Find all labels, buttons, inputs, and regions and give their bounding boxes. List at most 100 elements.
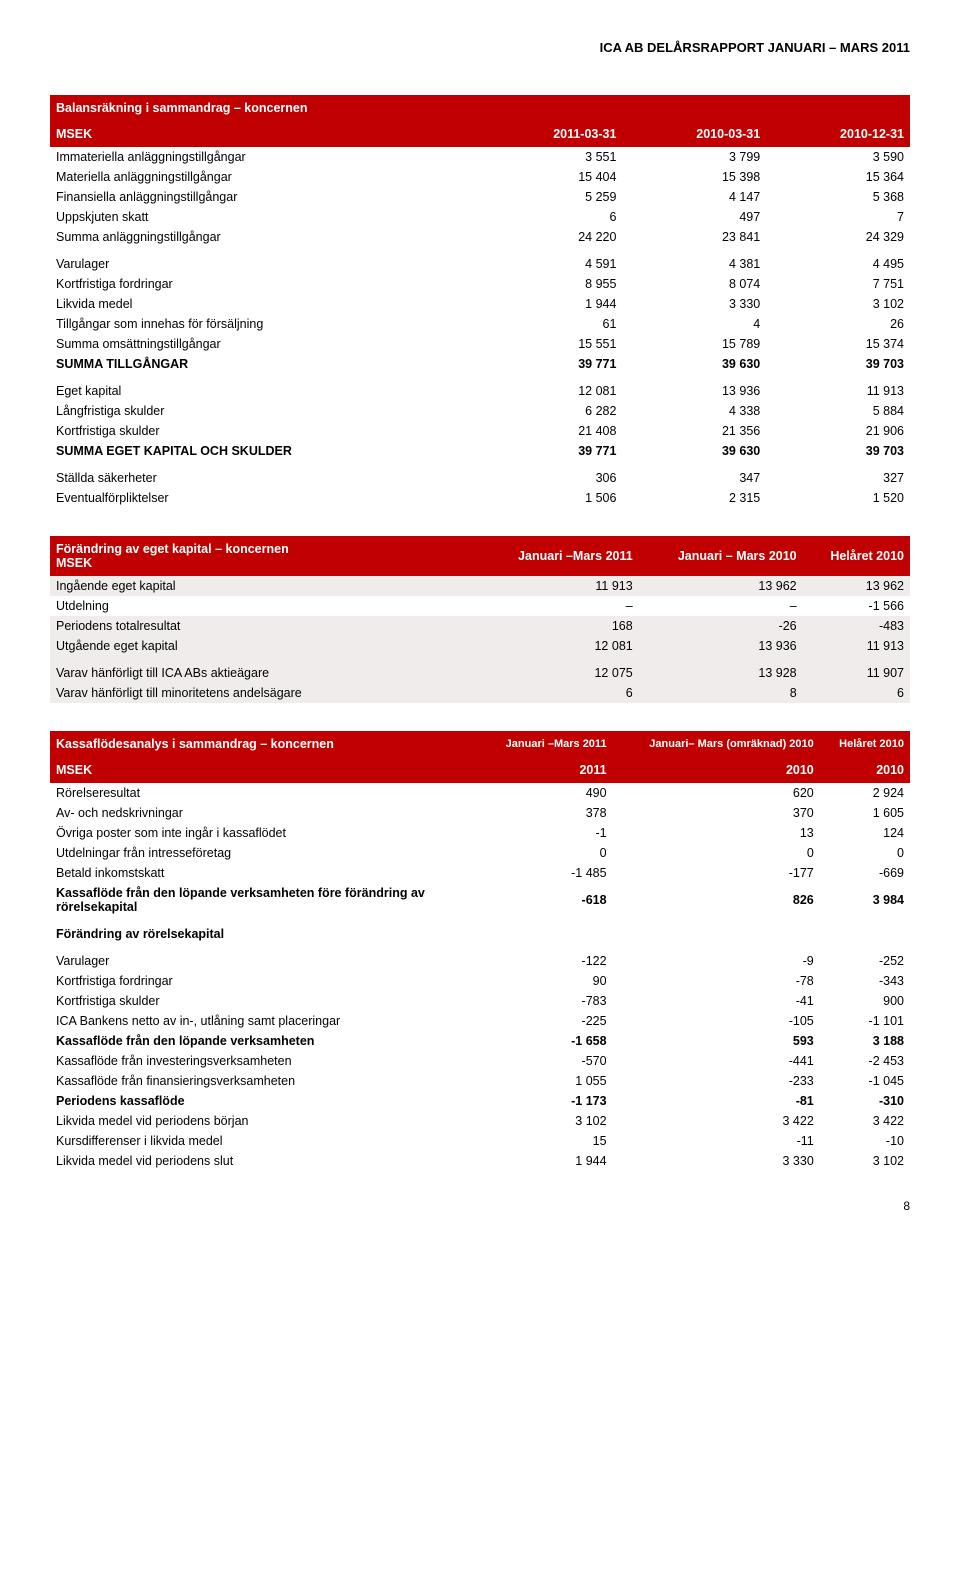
row-label: Utdelningar från intresseföretag <box>50 843 480 863</box>
row-value: 15 789 <box>622 334 766 354</box>
table-row: SUMMA TILLGÅNGAR39 77139 63039 703 <box>50 354 910 374</box>
row-value: 3 102 <box>480 1111 613 1131</box>
row-value <box>820 917 910 944</box>
row-value: 4 <box>622 314 766 334</box>
row-value: -9 <box>613 944 820 971</box>
row-value: 6 282 <box>480 401 622 421</box>
row-value: 11 913 <box>766 374 910 401</box>
row-value: 13 962 <box>639 576 803 596</box>
table-row: Av- och nedskrivningar3783701 605 <box>50 803 910 823</box>
table-header-row: Kassaflödesanalys i sammandrag – koncern… <box>50 731 910 757</box>
table-row: Utgående eget kapital12 08113 93611 913 <box>50 636 910 656</box>
table-row: Utdelning––-1 566 <box>50 596 910 616</box>
row-label: Rörelseresultat <box>50 783 480 803</box>
row-value: -1 485 <box>480 863 613 883</box>
row-value: 593 <box>613 1031 820 1051</box>
row-value: 5 368 <box>766 187 910 207</box>
row-value: 5 884 <box>766 401 910 421</box>
row-value: 3 590 <box>766 147 910 167</box>
table-row: Betald inkomstskatt-1 485-177-669 <box>50 863 910 883</box>
row-label: Kortfristiga skulder <box>50 991 480 1011</box>
row-value: 327 <box>766 461 910 488</box>
currency-label: MSEK <box>50 121 480 147</box>
row-value: 3 188 <box>820 1031 910 1051</box>
table-row: Finansiella anläggningstillgångar5 2594 … <box>50 187 910 207</box>
row-value: -1 658 <box>480 1031 613 1051</box>
row-value: 11 913 <box>480 576 639 596</box>
row-label: Summa anläggningstillgångar <box>50 227 480 247</box>
row-value: 3 422 <box>820 1111 910 1131</box>
table-row: Kortfristiga skulder-783-41900 <box>50 991 910 1011</box>
row-label: Immateriella anläggningstillgångar <box>50 147 480 167</box>
row-value: 1 520 <box>766 488 910 508</box>
row-value: 39 771 <box>480 354 622 374</box>
row-value: 15 374 <box>766 334 910 354</box>
table-row: Långfristiga skulder6 2824 3385 884 <box>50 401 910 421</box>
row-value: 370 <box>613 803 820 823</box>
row-value: 21 356 <box>622 421 766 441</box>
row-value: 61 <box>480 314 622 334</box>
row-value: 168 <box>480 616 639 636</box>
row-label: Ingående eget kapital <box>50 576 480 596</box>
table-columns-row: MSEK 2011-03-31 2010-03-31 2010-12-31 <box>50 121 910 147</box>
table-title: Kassaflödesanalys i sammandrag – koncern… <box>50 731 480 757</box>
table-row: Övriga poster som inte ingår i kassaflöd… <box>50 823 910 843</box>
table-row: Summa omsättningstillgångar15 55115 7891… <box>50 334 910 354</box>
row-value: -310 <box>820 1091 910 1111</box>
row-value: 3 330 <box>613 1151 820 1171</box>
row-label: Kortfristiga fordringar <box>50 971 480 991</box>
row-value: -343 <box>820 971 910 991</box>
balance-sheet-table: Balansräkning i sammandrag – koncernen M… <box>50 95 910 508</box>
row-value: 3 984 <box>820 883 910 917</box>
table-row: Rörelseresultat4906202 924 <box>50 783 910 803</box>
row-value: 11 907 <box>803 656 910 683</box>
row-value: – <box>480 596 639 616</box>
row-label: Eventualförpliktelser <box>50 488 480 508</box>
row-value: -1 173 <box>480 1091 613 1111</box>
table-row: SUMMA EGET KAPITAL OCH SKULDER39 77139 6… <box>50 441 910 461</box>
table-header-row: Balansräkning i sammandrag – koncernen <box>50 95 910 121</box>
row-value: -11 <box>613 1131 820 1151</box>
row-value: 6 <box>480 207 622 227</box>
row-value: 4 591 <box>480 247 622 274</box>
row-label: Långfristiga skulder <box>50 401 480 421</box>
row-value: 3 330 <box>622 294 766 314</box>
table-row: Kortfristiga fordringar8 9558 0747 751 <box>50 274 910 294</box>
table-row: Kortfristiga fordringar90-78-343 <box>50 971 910 991</box>
table-row: Kassaflöde från finansieringsverksamhete… <box>50 1071 910 1091</box>
row-value: 15 <box>480 1131 613 1151</box>
row-label: SUMMA EGET KAPITAL OCH SKULDER <box>50 441 480 461</box>
row-value: 26 <box>766 314 910 334</box>
row-label: Utgående eget kapital <box>50 636 480 656</box>
row-value: 0 <box>820 843 910 863</box>
table-row: Uppskjuten skatt64977 <box>50 207 910 227</box>
row-value: 900 <box>820 991 910 1011</box>
row-value: 39 630 <box>622 441 766 461</box>
row-label: Kassaflöde från investeringsverksamheten <box>50 1051 480 1071</box>
row-value <box>613 917 820 944</box>
row-value: 0 <box>480 843 613 863</box>
row-value: 39 703 <box>766 354 910 374</box>
table-row: Ingående eget kapital11 91313 96213 962 <box>50 576 910 596</box>
row-label: Kortfristiga skulder <box>50 421 480 441</box>
row-value: -78 <box>613 971 820 991</box>
row-value: 1 944 <box>480 294 622 314</box>
row-value: 124 <box>820 823 910 843</box>
col-3: 2010 <box>820 757 910 783</box>
row-value: 826 <box>613 883 820 917</box>
row-value: 4 147 <box>622 187 766 207</box>
table-row: Kassaflöde från den löpande verksamheten… <box>50 883 910 917</box>
row-value: 11 913 <box>803 636 910 656</box>
row-value: 620 <box>613 783 820 803</box>
row-value: -177 <box>613 863 820 883</box>
page-number: 8 <box>50 1199 910 1213</box>
table-row: Eget kapital12 08113 93611 913 <box>50 374 910 401</box>
row-label: Kortfristiga fordringar <box>50 274 480 294</box>
table-title: Balansräkning i sammandrag – koncernen <box>50 95 480 121</box>
table-row: Varulager4 5914 3814 495 <box>50 247 910 274</box>
row-value: -2 453 <box>820 1051 910 1071</box>
col-2: 2010-03-31 <box>622 121 766 147</box>
row-value: -105 <box>613 1011 820 1031</box>
row-label: Förändring av rörelsekapital <box>50 917 480 944</box>
table-row: Eventualförpliktelser1 5062 3151 520 <box>50 488 910 508</box>
